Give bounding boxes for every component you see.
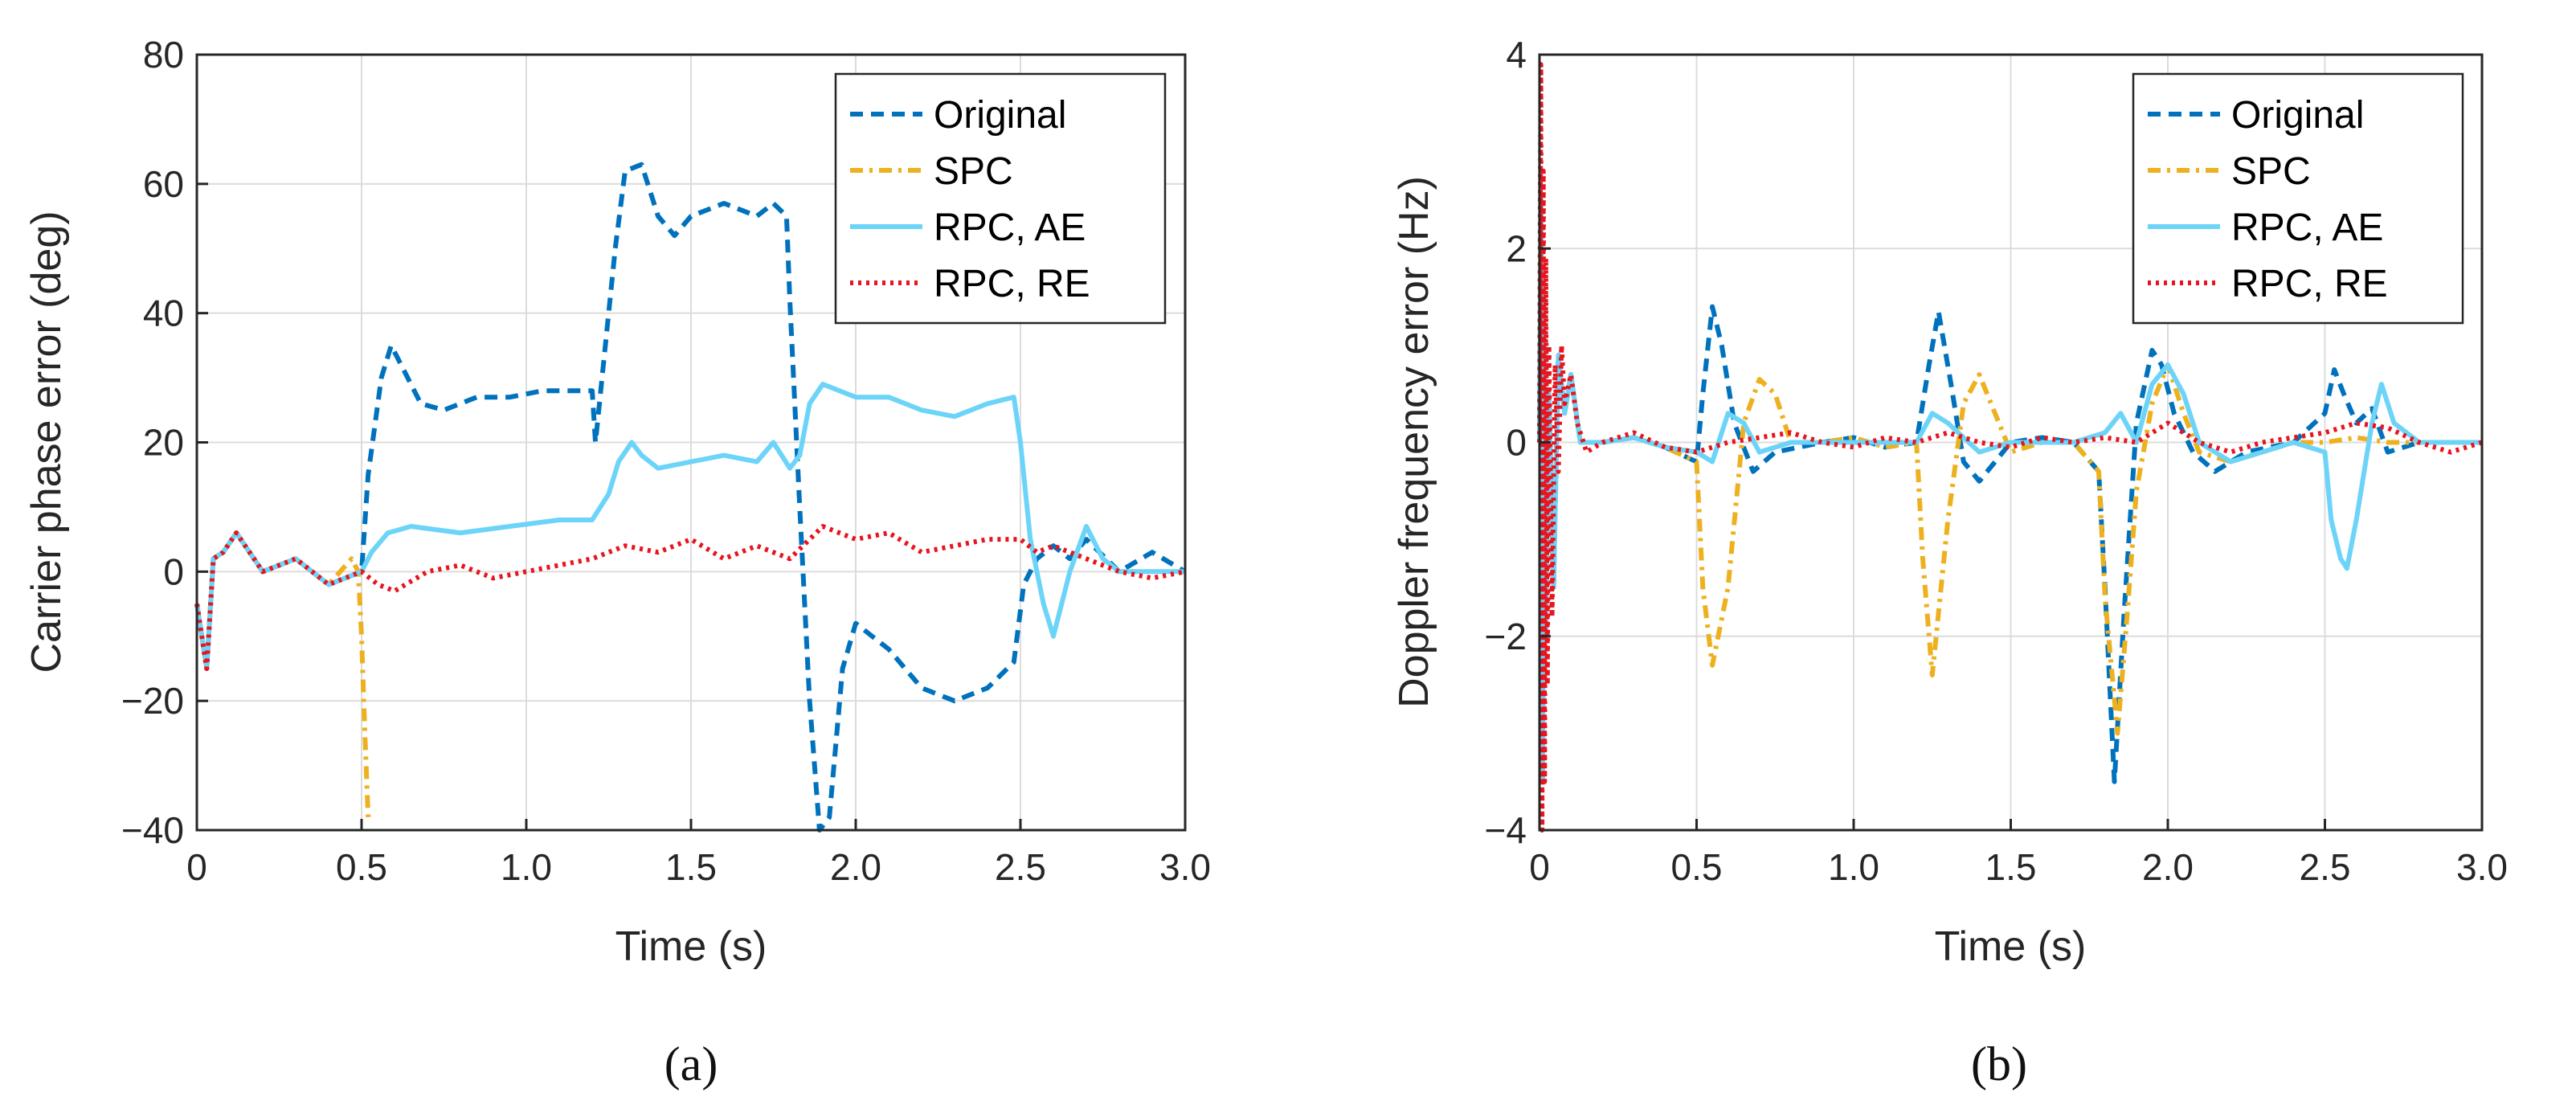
- series-line-original: [194, 162, 1187, 833]
- y-tick-label: −2: [1485, 616, 1527, 657]
- x-tick-label: 2.5: [2300, 846, 2351, 888]
- legend-label: SPC: [934, 150, 1013, 193]
- x-tick-label: 0: [186, 846, 207, 888]
- x-tick-label: 1.5: [665, 846, 717, 888]
- x-tick-label: 0.5: [336, 846, 387, 888]
- y-tick-label: −4: [1485, 809, 1527, 851]
- x-tick-label: 0: [1529, 846, 1550, 888]
- y-tick-label: −20: [121, 680, 184, 722]
- ticks-b: 0 0.5 1.0 1.5 2.0 2.5 3.0 −4 −2 0 2 4: [1485, 34, 2508, 888]
- y-tick-label: 40: [143, 293, 184, 334]
- caption-b: (b): [1971, 1037, 2027, 1090]
- legend-label: RPC, RE: [2231, 263, 2388, 305]
- legend-label: Original: [2231, 94, 2364, 137]
- x-tick-label: 2.0: [2142, 846, 2194, 888]
- x-tick-label: 1.5: [1985, 846, 2037, 888]
- series-group-a: [194, 162, 1187, 833]
- legend-b: Original SPC RPC, AE RPC, RE: [2132, 72, 2464, 325]
- chart-panel-a: 0 0.5 1.0 1.5 2.0 2.5 3.0 −40 −20 0 20 40 60 80 Time …: [23, 34, 1211, 970]
- y-tick-label: 60: [143, 163, 184, 205]
- caption-a: (a): [664, 1037, 718, 1090]
- series-line-rpc-re: [194, 524, 1186, 671]
- chart-panel-b: 0 0.5 1.0 1.5 2.0 2.5 3.0 −4 −2 0 2 4 Time (s) Dopp…: [1391, 34, 2508, 970]
- x-tick-label: 2.0: [830, 846, 881, 888]
- y-tick-label: 0: [1506, 422, 1527, 464]
- legend-label: RPC, AE: [934, 207, 1086, 249]
- y-axis-label-a: Carrier phase error (deg): [23, 211, 70, 673]
- x-tick-label: 2.5: [995, 846, 1046, 888]
- legend-label: RPC, RE: [934, 263, 1090, 305]
- y-tick-label: 80: [143, 34, 184, 76]
- series-line-rpc-ae: [194, 382, 1185, 671]
- x-tick-label: 3.0: [2456, 846, 2508, 888]
- x-tick-label: 1.0: [1828, 846, 1879, 888]
- x-tick-label: 3.0: [1159, 846, 1211, 888]
- series-line-rpc-re: [1537, 62, 2483, 833]
- legend-label: Original: [934, 94, 1066, 137]
- series-group-b: [1537, 62, 2483, 833]
- x-tick-label: 1.0: [501, 846, 552, 888]
- legend-a: Original SPC RPC, AE RPC, RE: [834, 72, 1167, 325]
- x-axis-label-a: Time (s): [615, 923, 767, 970]
- x-axis-label-b: Time (s): [1935, 923, 2087, 970]
- x-tick-label: 0.5: [1671, 846, 1723, 888]
- y-tick-label: 0: [163, 550, 184, 592]
- y-axis-label-b: Doppler frequency error (Hz): [1391, 176, 1437, 708]
- ticks-a: 0 0.5 1.0 1.5 2.0 2.5 3.0 −40 −20 0 20 40 60 80: [121, 34, 1211, 888]
- y-tick-label: 20: [143, 422, 184, 464]
- y-tick-label: 4: [1506, 34, 1527, 76]
- y-tick-label: −40: [121, 809, 184, 851]
- legend-label: SPC: [2231, 150, 2311, 193]
- legend-label: RPC, AE: [2231, 207, 2383, 249]
- y-tick-label: 2: [1506, 227, 1527, 269]
